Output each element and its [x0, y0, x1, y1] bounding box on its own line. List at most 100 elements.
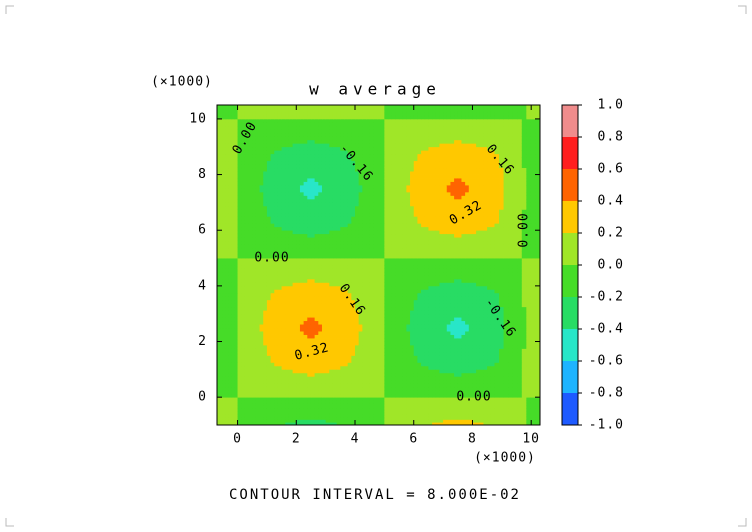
field-cell	[252, 271, 257, 276]
field-cell	[222, 240, 227, 245]
field-cell	[225, 379, 230, 384]
field-cell	[517, 416, 523, 420]
field-cell	[483, 334, 488, 339]
field-cell	[499, 397, 504, 401]
field-cell	[255, 419, 260, 423]
field-cell	[252, 399, 257, 404]
field-cell	[244, 379, 249, 384]
field-cell	[410, 278, 415, 283]
field-cell	[217, 271, 221, 276]
field-cell	[446, 393, 451, 398]
field-cell	[325, 390, 330, 395]
field-cell	[343, 317, 349, 322]
field-cell	[417, 413, 422, 418]
field-cell	[277, 386, 282, 391]
field-cell	[285, 345, 290, 349]
field-cell	[483, 289, 488, 294]
field-cell	[248, 402, 253, 406]
field-cell	[499, 376, 504, 381]
field-cell	[270, 393, 275, 398]
field-cell	[288, 390, 294, 395]
field-cell	[402, 306, 407, 311]
field-cell	[358, 233, 363, 238]
field-cell	[366, 397, 371, 401]
field-cell	[288, 393, 294, 398]
field-cell	[526, 320, 532, 325]
field-cell	[343, 327, 349, 332]
field-cell	[494, 365, 500, 370]
field-cell	[535, 422, 540, 425]
field-cell	[503, 369, 509, 374]
field-cell	[435, 338, 440, 342]
field-cell	[503, 402, 509, 406]
field-cell	[237, 268, 242, 273]
field-cell	[406, 275, 411, 280]
field-cell	[351, 233, 356, 238]
field-cell	[388, 402, 393, 406]
field-cell	[512, 393, 518, 398]
field-cell	[384, 289, 389, 294]
field-cell	[391, 278, 396, 283]
field-cell	[410, 348, 415, 353]
field-cell	[472, 331, 477, 335]
field-cell	[208, 394, 211, 398]
field-cell	[270, 376, 275, 381]
field-cell	[395, 285, 400, 290]
field-cell	[266, 422, 271, 425]
field-cell	[285, 306, 290, 311]
field-cell	[388, 324, 393, 329]
field-cell	[457, 299, 462, 304]
field-cell	[231, 320, 236, 325]
field-cell	[329, 299, 334, 304]
field-cell	[457, 338, 462, 342]
field-cell	[479, 411, 484, 415]
field-cell	[406, 310, 411, 315]
field-cell	[244, 313, 249, 318]
field-cell	[384, 261, 389, 266]
field-cell	[479, 386, 484, 391]
field-cell	[362, 268, 367, 273]
field-cell	[277, 282, 282, 287]
field-cell	[461, 289, 466, 294]
field-cell	[244, 317, 249, 322]
field-cell	[494, 285, 500, 290]
field-cell	[417, 408, 422, 412]
field-cell	[468, 313, 473, 318]
field-cell	[237, 299, 242, 304]
field-cell	[255, 351, 260, 356]
field-cell	[380, 324, 385, 329]
field-cell	[266, 327, 271, 332]
field-cell	[421, 393, 426, 398]
field-cell	[487, 419, 492, 423]
field-cell	[270, 282, 275, 287]
field-cell	[535, 310, 540, 315]
field-cell	[417, 289, 422, 294]
field-cell	[336, 271, 341, 276]
field-cell	[266, 247, 271, 252]
field-cell	[343, 313, 349, 318]
field-cell	[435, 303, 440, 308]
field-cell	[343, 413, 349, 418]
field-cell	[499, 386, 504, 391]
field-cell	[211, 324, 214, 328]
field-cell	[259, 313, 264, 318]
field-cell	[450, 310, 455, 315]
field-cell	[424, 345, 429, 349]
field-cell	[457, 416, 462, 420]
field-cell	[208, 348, 211, 352]
field-cell	[336, 237, 341, 242]
field-cell	[266, 296, 271, 301]
field-cell	[237, 258, 242, 262]
field-cell	[476, 268, 481, 273]
field-cell	[244, 258, 249, 262]
field-cell	[439, 303, 444, 308]
field-cell	[259, 306, 264, 311]
field-cell	[362, 408, 367, 412]
field-cell	[384, 372, 389, 377]
field-cell	[380, 390, 385, 395]
field-cell	[248, 334, 253, 339]
field-cell	[424, 358, 429, 363]
field-cell	[530, 416, 536, 420]
field-cell	[358, 261, 363, 266]
field-cell	[369, 261, 374, 266]
